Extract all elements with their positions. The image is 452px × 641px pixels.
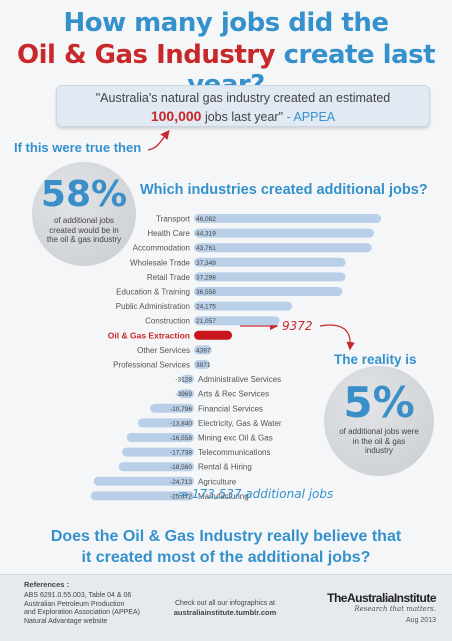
- bar-telecommunications: [121, 447, 194, 457]
- references: References : ABS 6291.0.55.003, Table 04…: [24, 580, 159, 626]
- category-label: Other Services: [137, 346, 190, 355]
- value-label: -3969: [175, 391, 192, 398]
- bar-accommodation: [194, 243, 372, 253]
- reality-circle: 5% of additional jobs were in the oil & …: [324, 366, 434, 476]
- reality-arrow-icon: [319, 324, 355, 351]
- bar-administrative-services: [181, 374, 194, 384]
- category-label: Arts & Rec Services: [198, 390, 269, 399]
- bar-public-administration: [194, 301, 293, 311]
- category-label: Construction: [145, 317, 190, 326]
- reality-percent: 5%: [343, 378, 415, 427]
- claim-caption: of additional jobs created would be in t…: [46, 216, 122, 244]
- question-line-1: Does the Oil & Gas Industry really belie…: [50, 528, 402, 545]
- references-heading: References :: [24, 580, 70, 589]
- quote-line-2-text: jobs last year": [204, 110, 284, 124]
- brand-logo: TheAustraliaInstitute Research that matt…: [296, 591, 436, 624]
- infographics-note: Check out all our infographics at austra…: [170, 599, 280, 617]
- bar-oil-and-gas-extraction: [194, 330, 233, 340]
- category-label: Mining exc Oil & Gas: [198, 434, 273, 443]
- website-link[interactable]: australiainstitute.tumblr.com: [173, 608, 277, 617]
- value-label: -16,558: [170, 435, 192, 442]
- title-line-2: Oil & Gas Industry create last year?: [0, 40, 452, 100]
- quote-line-2: 100,000 jobs last year" - APPEA: [57, 107, 429, 126]
- footer: References : ABS 6291.0.55.003, Table 04…: [0, 574, 452, 641]
- category-label: Professional Services: [113, 361, 190, 370]
- bar-other-services: [194, 345, 212, 355]
- value-label: 43,761: [196, 245, 216, 252]
- total-annotation: = 173,537 additional jobs: [178, 487, 333, 501]
- bar-health-care: [194, 228, 374, 238]
- value-label: -13,840: [170, 420, 192, 427]
- reality-heading: The reality is: [334, 352, 417, 367]
- bar-retail-trade: [194, 272, 346, 282]
- bar-manufacturing: [90, 491, 194, 501]
- category-label: Public Administration: [116, 302, 190, 311]
- bar-financial-services: [150, 403, 194, 413]
- value-label: 37,349: [196, 260, 216, 267]
- chart-heading: Which industries created additional jobs…: [140, 182, 428, 198]
- category-label: Rental & Hiring: [198, 463, 252, 472]
- quote-number: 100,000: [150, 108, 202, 124]
- reference-item: ABS 6291.0.55.003, Table 04 & 06: [24, 592, 132, 600]
- value-label: 46,082: [196, 216, 216, 223]
- brand-name: TheAustraliaInstitute: [327, 591, 436, 605]
- value-label: 3971: [196, 362, 211, 369]
- category-label: Manufacturing: [198, 492, 249, 501]
- bar-transport: [194, 214, 382, 223]
- value-label: 24,175: [196, 304, 216, 311]
- claim-circle: 58% of additional jobs created would be …: [32, 162, 136, 266]
- value-label: -3128: [175, 377, 192, 384]
- bar-rental-and-hiring: [118, 462, 194, 472]
- value-label: -17,738: [170, 450, 192, 457]
- value-label: 44,319: [196, 231, 216, 238]
- category-label: Retail Trade: [147, 273, 191, 282]
- if-true-arrow-icon: [147, 129, 170, 151]
- bar-electricity-gas-and-water: [137, 418, 194, 428]
- value-label: 21,057: [196, 318, 216, 325]
- bar-mining-exc-oil-and-gas: [126, 433, 194, 442]
- category-label: Education & Training: [116, 288, 190, 297]
- quote-box: "Australia's natural gas industry create…: [56, 85, 430, 127]
- category-label: Administrative Services: [198, 375, 281, 384]
- claim-percent: 58%: [40, 174, 128, 215]
- category-label: Wholesale Trade: [130, 258, 191, 267]
- check-text: Check out all our infographics at: [175, 600, 275, 607]
- value-label: 4397: [196, 347, 211, 354]
- highlight-annotation: 9372: [282, 319, 313, 333]
- bar-arts-and-rec-services: [177, 389, 194, 399]
- value-label: -25,472: [170, 493, 192, 500]
- category-label: Oil & Gas Extraction: [108, 330, 190, 340]
- brand-tagline: Research that matters.: [354, 605, 436, 613]
- category-label: Telecommunications: [198, 448, 270, 457]
- value-label: 37,298: [196, 274, 216, 281]
- title-line-1: How many jobs did the: [63, 8, 389, 38]
- category-label: Electricity, Gas & Water: [198, 419, 282, 428]
- category-label: Accommodation: [133, 244, 190, 253]
- category-label: Health Care: [147, 229, 190, 238]
- value-label: 36,558: [196, 289, 216, 296]
- closing-question: Does the Oil & Gas Industry really belie…: [0, 526, 452, 568]
- bar-agriculture: [93, 476, 194, 486]
- reality-caption: of additional jobs were in the oil & gas…: [339, 427, 419, 455]
- category-label: Financial Services: [198, 404, 263, 413]
- if-true-label: If this were true then: [14, 140, 142, 155]
- bar-wholesale-trade: [194, 257, 346, 267]
- bar-education-and-training: [194, 287, 343, 296]
- question-line-2: it created most of the additional jobs?: [81, 549, 371, 566]
- bar-construction: [194, 316, 280, 326]
- category-label: Agriculture: [198, 477, 237, 486]
- value-label: -10,796: [170, 406, 192, 413]
- bar-professional-services: [194, 360, 211, 369]
- reference-item: Natural Advantage website: [24, 617, 108, 625]
- value-label: -18,560: [170, 464, 192, 471]
- quote-line-1: "Australia's natural gas industry create…: [95, 91, 391, 105]
- value-label: -24,713: [170, 479, 192, 486]
- publication-date: Aug 2013: [406, 617, 436, 624]
- reference-item: Australian Petroleum Production: [24, 600, 125, 608]
- category-label: Transport: [156, 215, 191, 224]
- quote-source: - APPEA: [286, 110, 336, 124]
- reference-item: and Exploration Association (APPEA): [24, 609, 140, 617]
- title-highlight: Oil & Gas Industry: [16, 40, 276, 70]
